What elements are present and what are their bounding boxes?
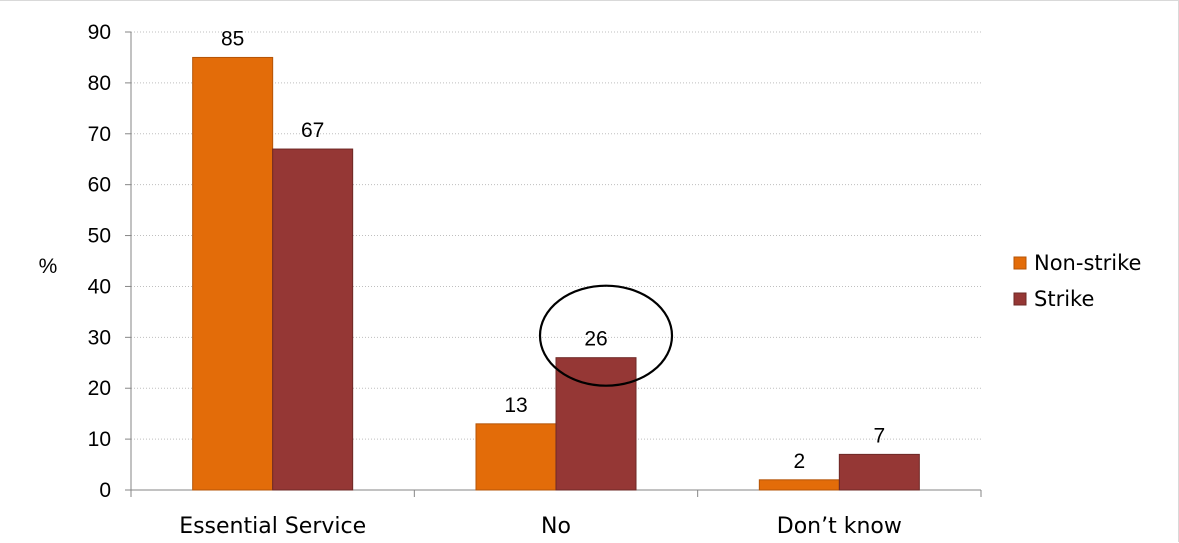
- legend-swatch: [1013, 292, 1027, 306]
- legend-swatch: [1013, 256, 1027, 270]
- legend-label: Non-strike: [1034, 251, 1141, 275]
- y-tick-label: 80: [88, 72, 111, 95]
- bar-non-strike: [192, 56, 274, 491]
- data-label: 85: [221, 27, 244, 50]
- y-tick-label: 60: [88, 174, 111, 197]
- data-label: 2: [793, 450, 805, 473]
- y-tick-label: 70: [88, 123, 111, 146]
- data-label: 7: [873, 424, 885, 447]
- data-label: 13: [504, 394, 527, 417]
- x-category-label: Don’t know: [777, 514, 902, 539]
- x-category-label: No: [541, 514, 571, 539]
- y-tick-label: 40: [88, 275, 111, 298]
- data-label: 67: [301, 119, 324, 142]
- y-tick-label: 30: [88, 326, 111, 349]
- axes: 0 10 20 30 40 50 60 70 80 90 Essential Service No Do…: [88, 21, 982, 539]
- y-tick-label: 90: [88, 21, 111, 44]
- annotations: [538, 284, 674, 387]
- y-tick-label: 50: [88, 225, 111, 248]
- bar-non-strike: [475, 423, 557, 491]
- bar-strike: [555, 357, 637, 491]
- bars: [192, 56, 920, 491]
- bar-non-strike: [758, 479, 840, 491]
- bar-strike: [272, 148, 354, 491]
- legend: Non-strike Strike: [1013, 251, 1141, 311]
- bar-strike: [838, 453, 920, 491]
- highlight-circle: [538, 284, 674, 387]
- y-tick-label: 0: [99, 479, 111, 502]
- legend-label: Strike: [1034, 287, 1094, 311]
- data-labels: 85 67 13 26 2 7: [221, 27, 885, 472]
- data-label: 26: [584, 328, 607, 351]
- y-axis-title: %: [39, 255, 58, 278]
- y-tick-label: 20: [88, 377, 111, 400]
- x-category-label: Essential Service: [179, 514, 366, 539]
- y-tick-label: 10: [88, 428, 111, 451]
